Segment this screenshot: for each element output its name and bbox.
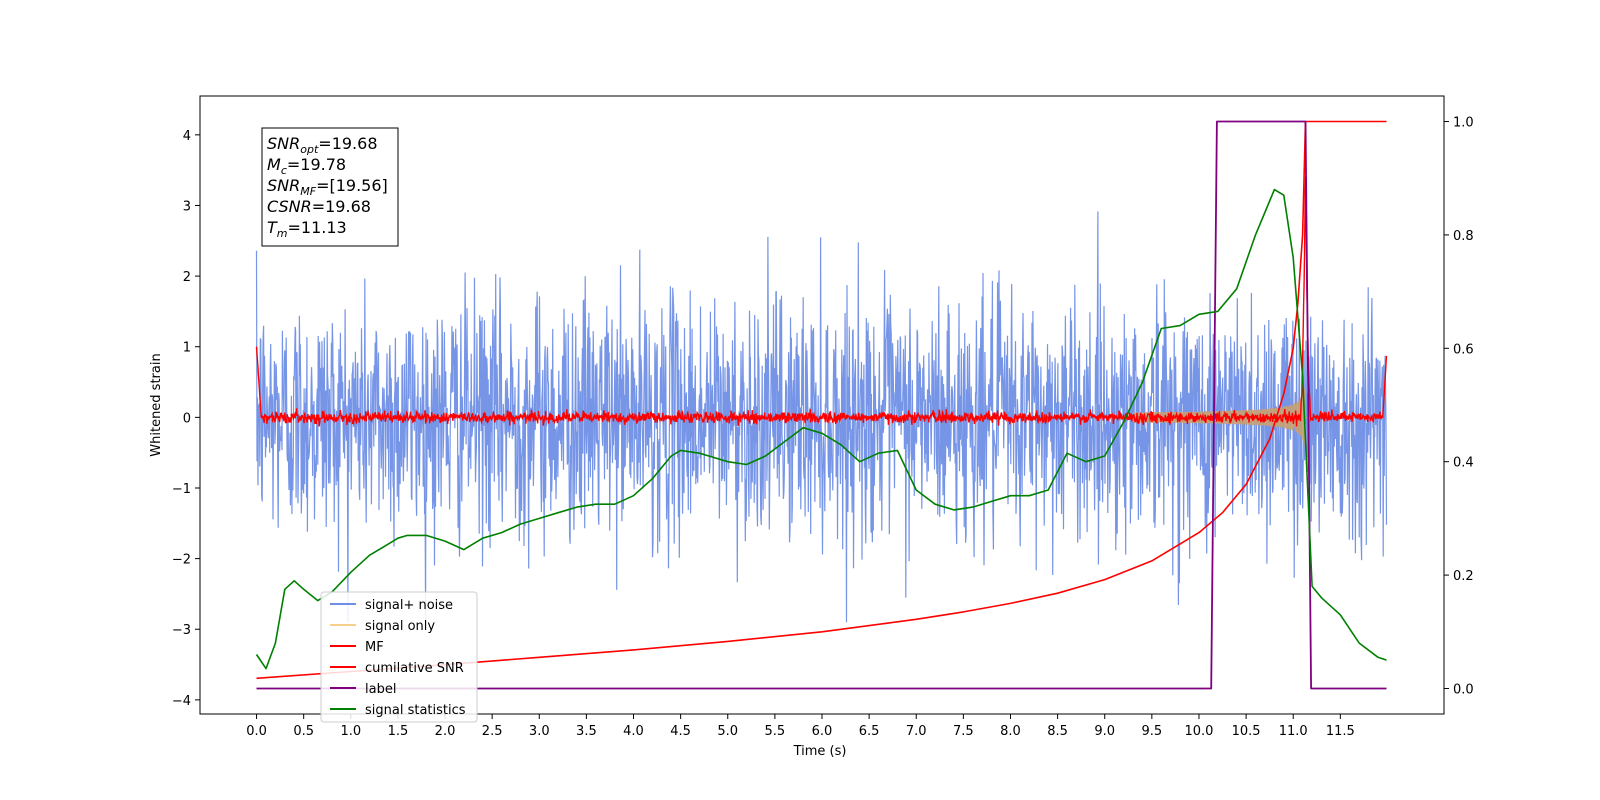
y2-tick-label: 1.0 <box>1453 116 1474 131</box>
y2-tick-label: 0.6 <box>1453 342 1474 357</box>
series-mf <box>255 176 1388 427</box>
legend-label: signal+ noise <box>365 598 453 613</box>
annotation-box: SNRopt=19.68Mc=19.78SNRMF=[19.56]CSNR=19… <box>261 127 399 247</box>
annotation-value: =19.68 <box>312 197 371 216</box>
annotation-symbol: M <box>267 155 281 174</box>
legend-label: label <box>365 682 396 697</box>
annotation-subscript: m <box>277 227 288 240</box>
x-tick-label: 6.0 <box>812 724 833 739</box>
y2-tick-label: 0.0 <box>1453 682 1474 697</box>
annotation-symbol: CSNR <box>267 197 312 216</box>
x-tick-label: 8.5 <box>1047 724 1068 739</box>
y-tick-label: −1 <box>172 482 191 497</box>
annotation-line: SNRMF=[19.56] <box>267 176 388 198</box>
series-cumulative-snr <box>256 120 1387 680</box>
annotation-line: Mc=19.78 <box>267 155 346 177</box>
x-tick-label: 2.5 <box>482 724 503 739</box>
x-tick-label: 11.5 <box>1326 724 1355 739</box>
x-tick-label: 1.0 <box>340 724 361 739</box>
x-tick-label: 10.0 <box>1184 724 1213 739</box>
x-tick-label: 11.0 <box>1279 724 1308 739</box>
annotation-value: =[19.56] <box>316 176 388 195</box>
annotation-symbol: SNR <box>267 176 300 195</box>
legend: signal+ noise signal only MF cumilative SNR… <box>320 591 478 723</box>
annotation-subscript: c <box>281 164 287 177</box>
annotation-line: CSNR=19.68 <box>267 197 371 216</box>
x-tick-label: 1.5 <box>388 724 409 739</box>
x-tick-label: 7.0 <box>906 724 927 739</box>
x-tick-label: 6.5 <box>859 724 880 739</box>
y-tick-label: 0 <box>183 411 191 426</box>
series-layer <box>255 120 1388 690</box>
x-tick-label: 9.5 <box>1142 724 1163 739</box>
x-tick-label: 0.0 <box>246 724 267 739</box>
y-tick-label: −3 <box>172 623 191 638</box>
annotation-symbol: SNR <box>267 134 300 153</box>
series-signal-statistics <box>255 188 1387 670</box>
legend-label: MF <box>365 640 384 655</box>
x-tick-label: 5.0 <box>717 724 738 739</box>
x-tick-label: 8.0 <box>1000 724 1021 739</box>
x-tick-label: 5.5 <box>765 724 786 739</box>
x-tick-label: 7.5 <box>953 724 974 739</box>
y-axis-label: Whitened strain <box>149 353 164 456</box>
series-label <box>256 120 1387 690</box>
legend-label: signal only <box>365 619 435 634</box>
x-tick-label: 0.5 <box>293 724 314 739</box>
y-tick-label: −4 <box>172 694 191 709</box>
x-axis-label: Time (s) <box>793 744 847 759</box>
legend-label: cumilative SNR <box>365 661 464 676</box>
y-tick-label: −2 <box>172 553 191 568</box>
annotation-value: =19.68 <box>318 134 377 153</box>
y-axis-right: 0.0 0.2 0.4 0.6 0.8 1.0 <box>1444 116 1474 697</box>
y-tick-label: 1 <box>183 341 191 356</box>
y-axis-left: −4 −3 −2 −1 0 1 2 3 4 <box>172 129 200 709</box>
x-tick-label: 2.0 <box>435 724 456 739</box>
x-tick-label: 9.0 <box>1094 724 1115 739</box>
annotation-subscript: opt <box>300 143 319 156</box>
annotation-value: =11.13 <box>288 218 347 237</box>
annotation-symbol: T <box>267 218 278 237</box>
x-tick-label: 10.5 <box>1232 724 1261 739</box>
series-signal-noise <box>255 211 1388 623</box>
y2-tick-label: 0.4 <box>1453 456 1474 471</box>
annotation-subscript: MF <box>300 185 316 198</box>
annotation-value: =19.78 <box>287 155 346 174</box>
x-tick-label: 4.0 <box>623 724 644 739</box>
y-tick-label: 3 <box>183 199 191 214</box>
annotation-frame <box>261 127 399 247</box>
x-tick-label: 3.0 <box>529 724 550 739</box>
annotation-line: SNRopt=19.68 <box>267 134 378 156</box>
x-tick-label: 3.5 <box>576 724 597 739</box>
legend-label: signal statistics <box>365 703 466 718</box>
annotation-line: Tm=11.13 <box>267 218 347 240</box>
x-tick-label: 4.5 <box>670 724 691 739</box>
y-tick-label: 2 <box>183 270 191 285</box>
x-axis: 0.0 0.5 1.0 1.5 2.0 2.5 3.0 3.5 4.0 4.5 5.0 5.5 6.0 6… <box>246 714 1355 739</box>
y-tick-label: 4 <box>183 129 191 144</box>
y2-tick-label: 0.2 <box>1453 569 1474 584</box>
legend-frame <box>320 591 478 723</box>
y2-tick-label: 0.8 <box>1453 229 1474 244</box>
